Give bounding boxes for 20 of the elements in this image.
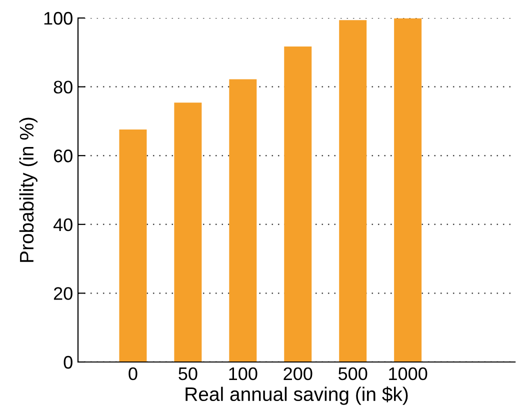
bar <box>339 20 367 362</box>
bar <box>284 46 312 362</box>
bar <box>394 18 422 362</box>
x-tick-label: 1000 <box>389 367 428 380</box>
y-tick-label: 40 <box>53 218 72 232</box>
y-tick-label: 20 <box>54 287 72 300</box>
y-tick-label: 0 <box>64 356 72 369</box>
x-axis-title: Real annual saving (in $k) <box>186 386 408 405</box>
y-tick-label: 80 <box>54 80 72 94</box>
bar <box>174 102 202 362</box>
x-tick-label: 0 <box>128 367 138 380</box>
bar <box>119 129 147 362</box>
x-tick-label: 200 <box>284 367 312 380</box>
x-tick-label: 500 <box>338 367 368 380</box>
y-axis-title: Probability (in %) <box>19 118 38 262</box>
bar <box>229 79 257 362</box>
y-tick-label: 60 <box>54 150 72 162</box>
x-tick-label: 50 <box>178 367 198 380</box>
x-tick-label: 100 <box>229 367 258 380</box>
y-tick-label: 100 <box>44 12 72 25</box>
